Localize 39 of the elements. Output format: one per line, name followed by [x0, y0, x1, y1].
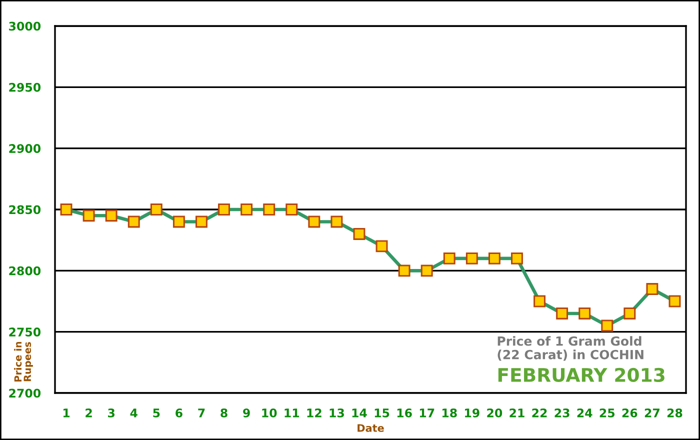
x-tick-label: 16: [397, 408, 412, 418]
x-tick-label: 12: [307, 408, 322, 418]
x-tick-label: 1: [63, 408, 70, 418]
x-tick-label: 28: [667, 408, 682, 418]
x-tick-label: 26: [622, 408, 638, 418]
x-tick-label: 14: [352, 408, 367, 418]
x-tick-label: 17: [420, 408, 434, 418]
x-tick-label: 6: [176, 408, 182, 418]
x-tick-label: 4: [130, 408, 138, 418]
x-tick-label: 23: [554, 408, 570, 418]
y-tick-label: 2800: [9, 266, 41, 276]
x-tick-label: 21: [510, 408, 524, 418]
x-tick-label: 2: [86, 408, 92, 418]
x-tick-label: 20: [487, 408, 502, 418]
y-axis-title: Price in Rupees: [14, 342, 33, 382]
x-tick-label: 13: [330, 408, 344, 418]
x-tick-label: 10: [262, 408, 277, 418]
y-tick-label: 2700: [9, 388, 41, 398]
x-tick-label: 5: [153, 408, 160, 418]
text: FEBRUARY 2013: [498, 368, 664, 382]
x-tick-label: 8: [220, 408, 228, 418]
x-tick-label: 7: [198, 408, 205, 418]
x-tick-label: 22: [532, 408, 547, 418]
x-tick-label: 27: [644, 408, 660, 418]
x-tick-label: 3: [108, 408, 115, 418]
x-tick-label: 25: [600, 408, 615, 418]
x-tick-label: 19: [465, 408, 480, 418]
y-tick-label: 2900: [9, 144, 41, 153]
x-tick-label: 24: [577, 408, 592, 418]
y-tick-label: 2850: [9, 205, 41, 214]
x-tick-label: 15: [374, 408, 390, 418]
y-tick-label: 2950: [9, 82, 41, 92]
x-tick-label: 18: [442, 408, 457, 418]
y-tick-label: 2750: [9, 328, 41, 336]
y-tick-label: 3000: [9, 22, 41, 31]
x-axis-title: Date: [358, 424, 384, 432]
text: Price of 1 Gram Gold (22 Carat) in COCHIN: [498, 336, 644, 361]
x-tick-label: 11: [284, 408, 300, 418]
x-tick-label: 9: [243, 408, 250, 418]
